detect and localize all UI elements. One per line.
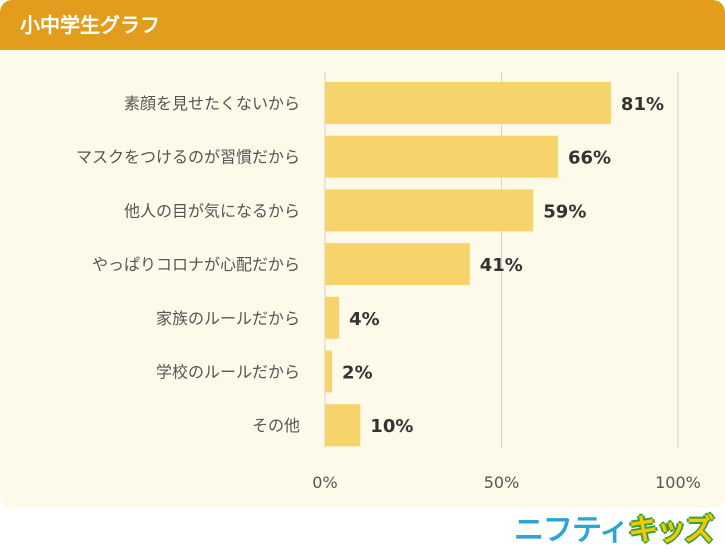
chart-title: 小中学生グラフ bbox=[20, 13, 160, 37]
category-label: その他 bbox=[252, 416, 300, 435]
brand-logo-text-accent: キッズ bbox=[628, 513, 714, 548]
category-label: 素顔を見せたくないから bbox=[124, 94, 300, 113]
chart-panel: 小中学生グラフ 0% 50% 100% 素顔を見せたくないから 81% マスクをつけるのが… bbox=[0, 0, 725, 508]
x-tick-label: 50% bbox=[484, 473, 520, 492]
category-label: 学校のルールだから bbox=[156, 363, 300, 382]
bar bbox=[325, 82, 611, 124]
value-label: 81% bbox=[621, 94, 664, 115]
value-label: 41% bbox=[480, 255, 523, 276]
chart-header: 小中学生グラフ bbox=[0, 0, 725, 50]
value-label: 2% bbox=[342, 363, 373, 384]
category-label: マスクをつけるのが習慣だから bbox=[76, 148, 300, 167]
value-label: 66% bbox=[568, 148, 611, 169]
x-tick-label: 100% bbox=[655, 473, 701, 492]
bar bbox=[325, 243, 470, 286]
bar-chart: 0% 50% 100% 素顔を見せたくないから 81% マスクをつけるのが習慣だから 66%… bbox=[76, 72, 701, 492]
category-label: 他人の目が気になるから bbox=[124, 201, 300, 220]
x-tick-label: 0% bbox=[312, 473, 337, 492]
bar bbox=[325, 189, 534, 232]
bar bbox=[325, 404, 361, 447]
value-label: 10% bbox=[370, 416, 413, 437]
bar bbox=[325, 135, 558, 178]
bar bbox=[325, 296, 340, 339]
category-label: やっぱりコロナが心配だから bbox=[92, 255, 300, 274]
value-label: 59% bbox=[543, 201, 586, 222]
bar bbox=[325, 350, 333, 393]
brand-logo-text: ニフティ bbox=[514, 513, 629, 548]
brand-logo[interactable]: ニフティキッズ bbox=[514, 512, 719, 550]
category-label: 家族のルールだから bbox=[156, 309, 300, 328]
value-label: 4% bbox=[349, 309, 380, 330]
